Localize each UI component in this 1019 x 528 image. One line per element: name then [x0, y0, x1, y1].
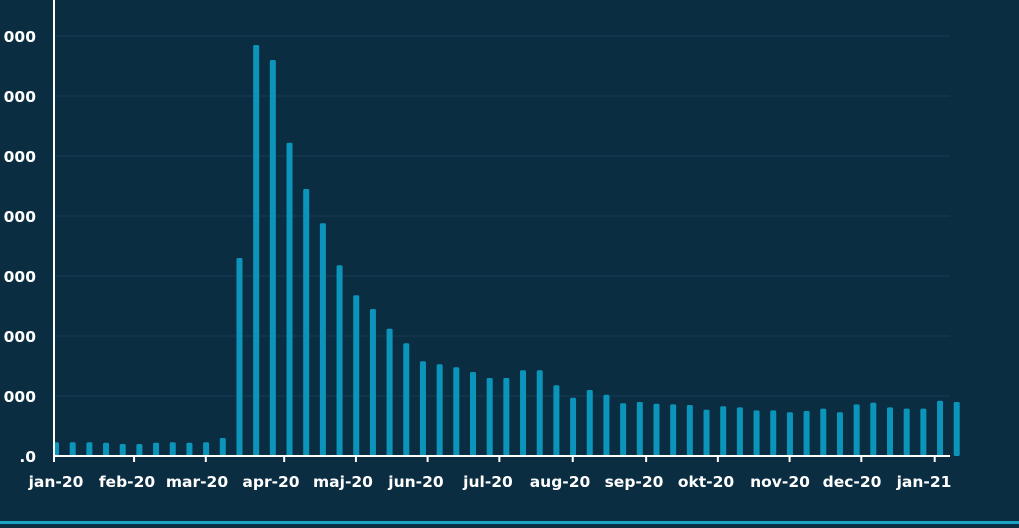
bar: [553, 385, 559, 456]
bar: [337, 265, 343, 456]
y-tick-label: .0: [19, 448, 36, 466]
x-tick-label: sep-20: [605, 473, 664, 491]
x-tick-label: nov-20: [750, 473, 810, 491]
bar: [720, 406, 726, 456]
bar: [487, 378, 493, 456]
axes: [54, 0, 950, 462]
bar: [520, 370, 526, 456]
bars: [53, 45, 960, 456]
bar: [303, 189, 309, 456]
bar: [904, 409, 910, 456]
bar: [787, 412, 793, 456]
bar: [236, 258, 242, 456]
x-tick-label: apr-20: [242, 473, 299, 491]
x-tick-label: jan-20: [28, 473, 84, 491]
bar: [820, 409, 826, 456]
bar: [420, 361, 426, 456]
y-tick-label: 000: [4, 148, 37, 166]
bar: [220, 438, 226, 456]
bar: [804, 411, 810, 456]
x-tick-label: feb-20: [99, 473, 156, 491]
x-tick-label: mar-20: [166, 473, 228, 491]
bar: [253, 45, 259, 456]
bar: [637, 402, 643, 456]
bar: [203, 442, 209, 456]
bar: [887, 407, 893, 456]
x-tick-label: okt-20: [678, 473, 735, 491]
bar: [620, 403, 626, 456]
bar: [537, 370, 543, 456]
gridlines: [54, 36, 950, 396]
x-tick-labels: jan-20 feb-20 mar-20 apr-20 maj-20 jun-20 jul-…: [28, 473, 952, 491]
bar: [120, 444, 126, 456]
bar: [770, 410, 776, 456]
bar: [170, 442, 176, 456]
bar: [403, 343, 409, 456]
bar: [603, 395, 609, 456]
bar: [854, 404, 860, 456]
y-tick-label: 000: [4, 268, 37, 286]
x-tick-label: jun-20: [387, 473, 444, 491]
bar: [270, 60, 276, 456]
bar: [687, 405, 693, 456]
bar: [153, 443, 159, 456]
bar: [470, 372, 476, 456]
bar: [453, 367, 459, 456]
y-tick-label: 000: [4, 28, 37, 46]
bar: [570, 398, 576, 456]
x-tick-label: jan-21: [896, 473, 952, 491]
bar: [103, 443, 109, 456]
bar: [954, 402, 960, 456]
x-tick-label: jul-20: [462, 473, 513, 491]
bar: [320, 223, 326, 456]
bar: [186, 443, 192, 456]
bar: [754, 410, 760, 456]
bar: [920, 409, 926, 456]
y-tick-label: 000: [4, 88, 37, 106]
bar: [653, 404, 659, 456]
bar: [870, 403, 876, 456]
x-tick-label: dec-20: [823, 473, 882, 491]
bar: [353, 295, 359, 456]
bar: [670, 404, 676, 456]
bar: [287, 143, 293, 456]
x-tick-label: maj-20: [313, 473, 373, 491]
bar: [437, 364, 443, 456]
bar: [704, 410, 710, 456]
bar: [86, 442, 92, 456]
y-tick-label: 000: [4, 388, 37, 406]
y-tick-label: 000: [4, 328, 37, 346]
bar: [70, 442, 76, 456]
bar: [737, 407, 743, 456]
y-tick-labels: .0 000 000 000 000 000 000 000: [4, 28, 37, 466]
y-tick-label: 000: [4, 208, 37, 226]
bar: [837, 412, 843, 456]
bar: [136, 444, 142, 456]
bar: [937, 401, 943, 456]
bar: [370, 309, 376, 456]
bar: [503, 378, 509, 456]
x-tick-label: aug-20: [530, 473, 591, 491]
bar: [587, 390, 593, 456]
bar: [387, 329, 393, 456]
